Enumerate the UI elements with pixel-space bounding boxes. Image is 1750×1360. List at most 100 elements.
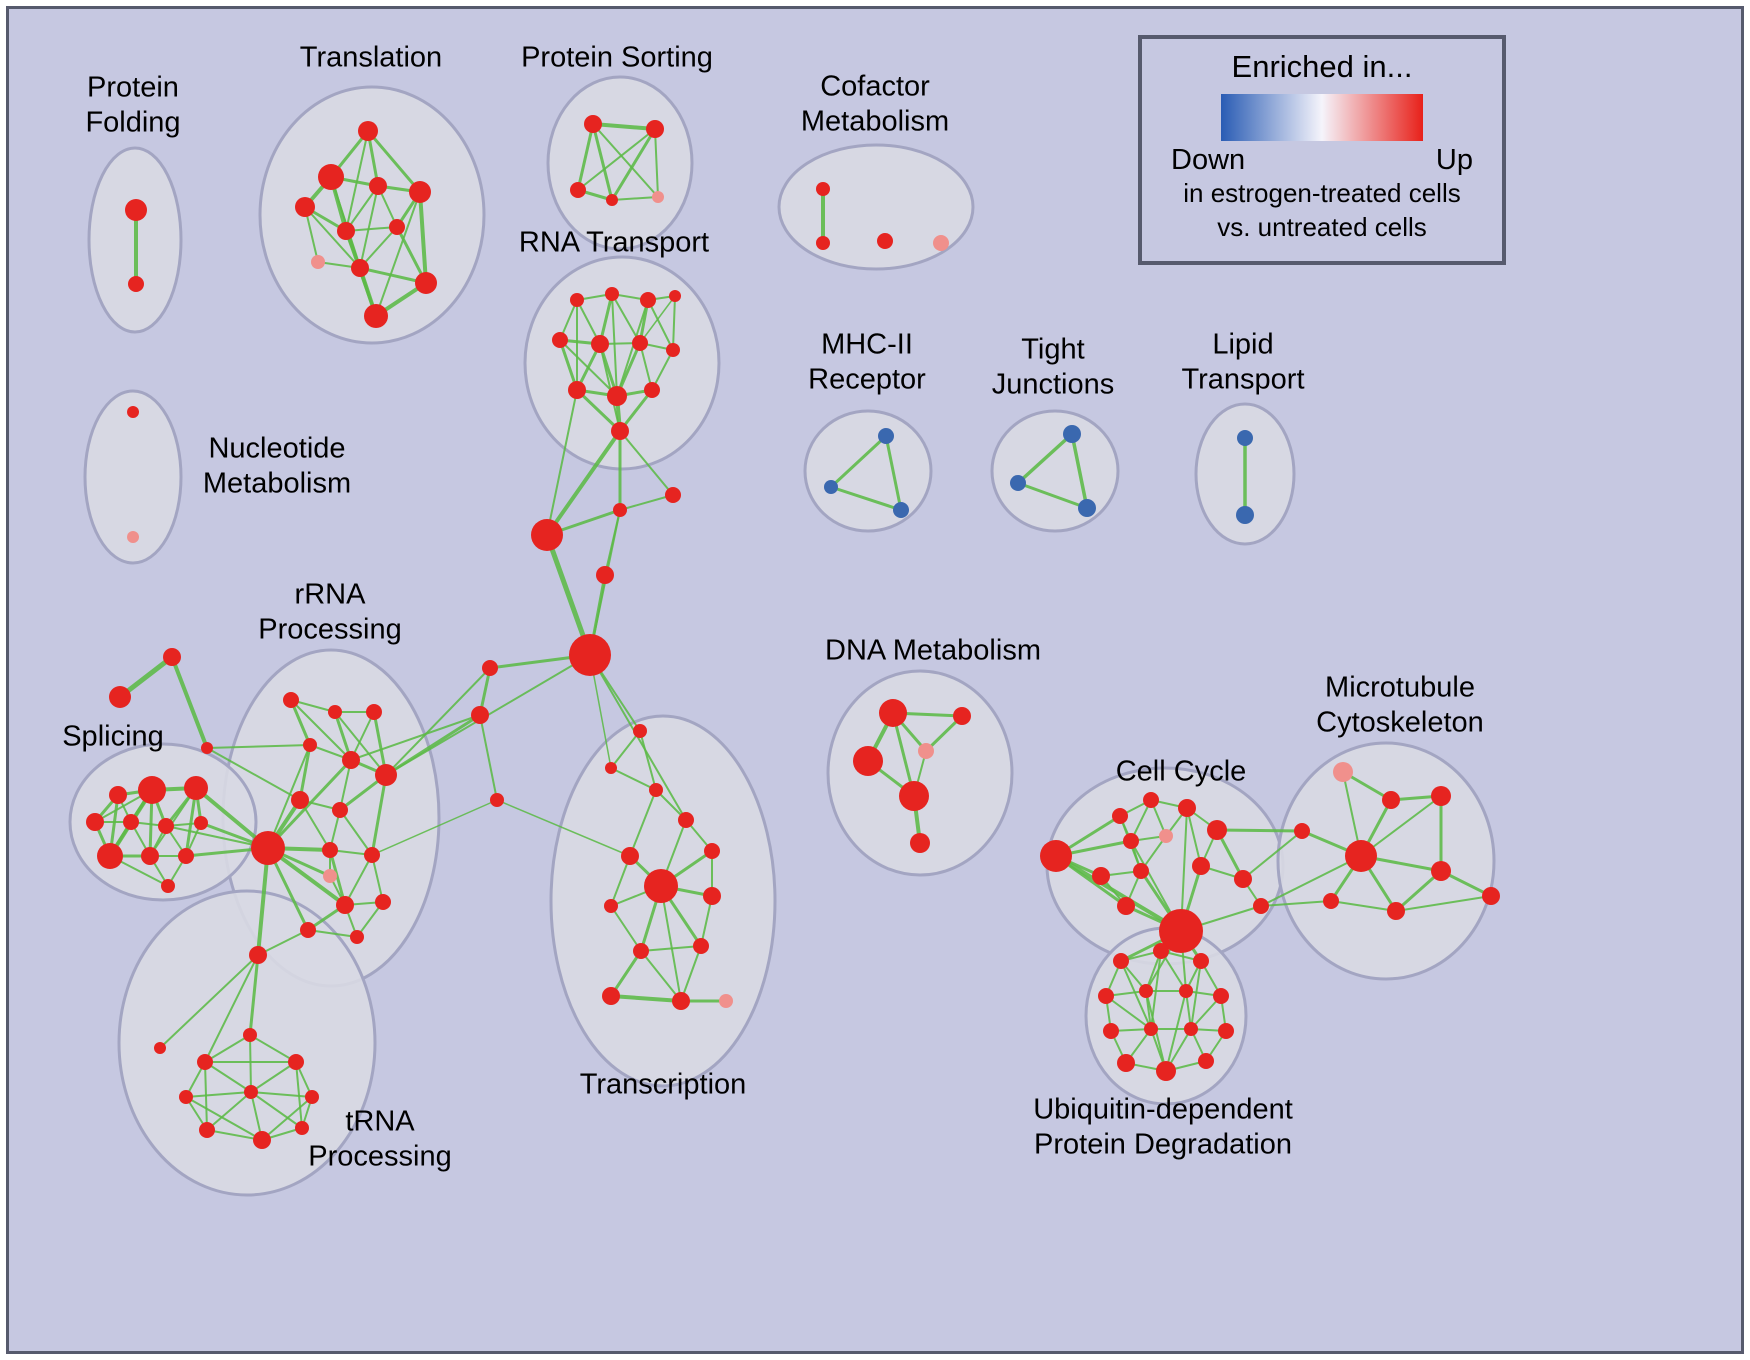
node-tl7	[389, 219, 405, 235]
node-rr6	[375, 764, 397, 786]
node-rr10	[322, 842, 338, 858]
node-mh3	[893, 502, 909, 518]
edge-tn6-tn10	[185, 1096, 263, 1141]
node-lt2	[1236, 506, 1254, 524]
node-mt2	[1382, 791, 1400, 809]
edge-rr11-rr13	[344, 854, 373, 906]
node-dm3	[853, 746, 883, 776]
node-ub10	[1184, 1022, 1198, 1036]
node-rr12	[323, 869, 337, 883]
node-ub12	[1117, 1054, 1135, 1072]
node-tc10	[633, 943, 649, 959]
edge-rr6-rr11	[370, 773, 388, 857]
node-cn7	[471, 706, 489, 724]
edge-rt2-rt7	[611, 293, 641, 344]
node-dm6	[910, 833, 930, 853]
node-cn3	[531, 519, 563, 551]
node-cn1	[665, 487, 681, 503]
edge-cn1-cn2	[619, 494, 674, 511]
edge-cc14-mt9	[1260, 900, 1332, 907]
node-rt5	[552, 332, 568, 348]
node-tj1	[1063, 425, 1081, 443]
node-rr3	[366, 704, 382, 720]
edge-cc5-mt4	[1215, 828, 1304, 833]
edge-rt2-rt10	[611, 293, 618, 397]
edge-ps2-ps4	[610, 127, 657, 202]
node-rt3	[640, 292, 656, 308]
node-tc7	[644, 869, 678, 903]
node-tc5	[621, 847, 639, 865]
edge-ub4-ub9	[1105, 995, 1152, 1030]
node-tj3	[1078, 499, 1096, 517]
edge-rr1-rr5	[290, 699, 352, 761]
edge-sp6-rr9	[165, 825, 269, 849]
node-tl10	[415, 272, 437, 294]
edge-ps1-ps3	[576, 122, 595, 192]
edge-tn3-tn4	[204, 1034, 251, 1063]
node-tn6	[179, 1090, 193, 1104]
edge-tn1-tn4	[204, 954, 259, 1063]
node-tr1	[163, 648, 181, 666]
edge-tc10-tc13	[640, 950, 682, 1002]
edge-tr1-tr3	[170, 655, 209, 750]
cluster-ellipse-trna-processing	[117, 889, 377, 1197]
edge-ub6-ub13	[1165, 990, 1187, 1072]
node-ps2	[646, 120, 664, 138]
node-mt4	[1294, 823, 1310, 839]
node-cc3	[1143, 792, 1159, 808]
node-sp7	[194, 816, 208, 830]
edge-rt4-rt7	[639, 295, 676, 344]
node-cc5	[1207, 820, 1227, 840]
edge-tc11-tc13	[680, 945, 702, 1002]
edge-mt3-mt5	[1360, 795, 1442, 857]
node-ub1	[1113, 953, 1129, 969]
edge-rt3-rt10	[616, 299, 649, 397]
node-tc4	[678, 812, 694, 828]
node-dm5	[899, 781, 929, 811]
edge-tj1-tj2	[1016, 432, 1074, 485]
node-rt8	[666, 343, 680, 357]
edge-tc3-tc5	[629, 789, 657, 857]
cluster-ellipse-nucleotide-metabolism	[83, 389, 183, 565]
node-tn8	[305, 1090, 319, 1104]
node-rt4	[669, 290, 681, 302]
node-rr7	[291, 791, 309, 809]
edge-rr14-rr15	[307, 929, 358, 938]
edge-rr9-tn1	[256, 846, 270, 957]
edge-tc1-tc3	[639, 730, 657, 791]
edge-cn7-rr5	[350, 714, 481, 761]
node-sp8	[97, 843, 123, 869]
node-tn4	[197, 1054, 213, 1070]
edge-sp2-sp9	[149, 787, 197, 857]
node-cm1	[816, 182, 830, 196]
edge-tn3-tn5	[249, 1034, 297, 1063]
node-tj2	[1010, 475, 1026, 491]
node-mt7	[1482, 887, 1500, 905]
edge-rr1-rr4	[289, 698, 312, 747]
node-sp10	[178, 848, 194, 864]
node-mh2	[824, 480, 838, 494]
edge-rr11-cn8	[371, 799, 498, 856]
edge-cn7-cn8	[479, 714, 498, 801]
node-rt9	[568, 381, 586, 399]
edge-rr11-rr16	[371, 854, 384, 903]
node-tl5	[409, 181, 431, 203]
edge-tj2-tj3	[1016, 481, 1089, 510]
node-cc8	[1092, 867, 1110, 885]
node-cc7	[1159, 829, 1173, 843]
node-mt3	[1431, 786, 1451, 806]
edge-tl5-tl11	[375, 191, 421, 317]
node-cc14	[1253, 898, 1269, 914]
node-ub3	[1193, 953, 1209, 969]
network-canvas	[68, 75, 1500, 1197]
node-rr8	[332, 802, 348, 818]
node-tl8	[311, 255, 325, 269]
edge-tn7-tn8	[250, 1091, 313, 1098]
edge-rr5-rr9	[266, 758, 353, 850]
edge-tc1-tc2	[610, 730, 641, 769]
node-cc2	[1112, 808, 1128, 824]
node-dm2	[953, 707, 971, 725]
node-sp9	[141, 847, 159, 865]
node-ub9	[1144, 1022, 1158, 1036]
node-tc14	[719, 994, 733, 1008]
